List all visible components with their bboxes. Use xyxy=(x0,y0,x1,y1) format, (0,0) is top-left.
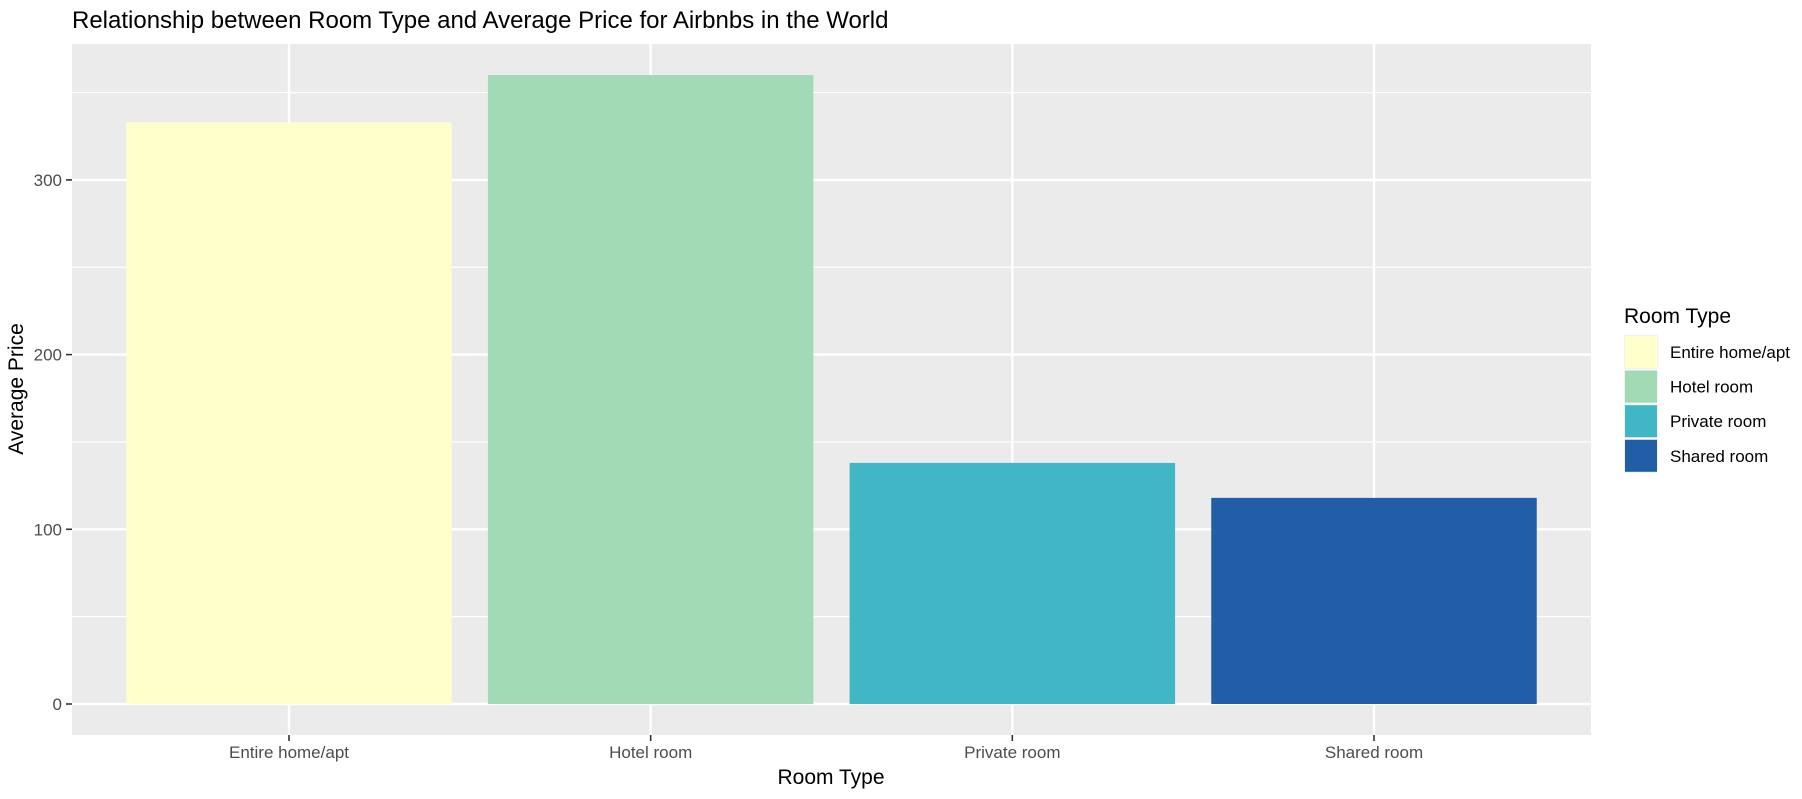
bars xyxy=(126,75,1537,704)
y-axis-label: Average Price xyxy=(5,323,28,455)
x-axis-label: Room Type xyxy=(778,766,885,789)
x-tick-label: Shared room xyxy=(1325,743,1423,762)
y-tick-label: 300 xyxy=(34,171,62,190)
legend-items: Entire home/apt Hotel room Private room Sha… xyxy=(1624,335,1790,473)
y-tick-label: 0 xyxy=(53,695,62,714)
legend-label: Shared room xyxy=(1670,447,1768,466)
bar xyxy=(487,75,814,704)
x-tick-label: Hotel room xyxy=(609,743,692,762)
legend-title: Room Type xyxy=(1624,305,1731,328)
bar xyxy=(126,122,452,704)
legend: Room Type Entire home/apt Hotel room Priva… xyxy=(1624,305,1790,473)
legend-label: Entire home/apt xyxy=(1670,343,1790,362)
legend-swatch xyxy=(1625,405,1657,438)
x-tick-label: Private room xyxy=(964,743,1060,762)
x-axis: Entire home/apt Hotel room Private room Sha… xyxy=(229,735,1423,762)
y-tick-label: 200 xyxy=(34,346,62,365)
legend-label: Private room xyxy=(1670,412,1766,431)
legend-label: Hotel room xyxy=(1670,378,1753,397)
x-tick-label: Entire home/apt xyxy=(229,743,349,762)
y-axis: 0 100 200 300 xyxy=(34,171,72,714)
y-tick-label: 100 xyxy=(34,520,62,539)
legend-swatch xyxy=(1625,439,1657,472)
chart-title: Relationship between Room Type and Avera… xyxy=(72,7,888,34)
legend-swatch xyxy=(1625,336,1657,368)
legend-swatch xyxy=(1625,370,1657,403)
bar xyxy=(1211,497,1537,704)
bar xyxy=(849,462,1176,704)
